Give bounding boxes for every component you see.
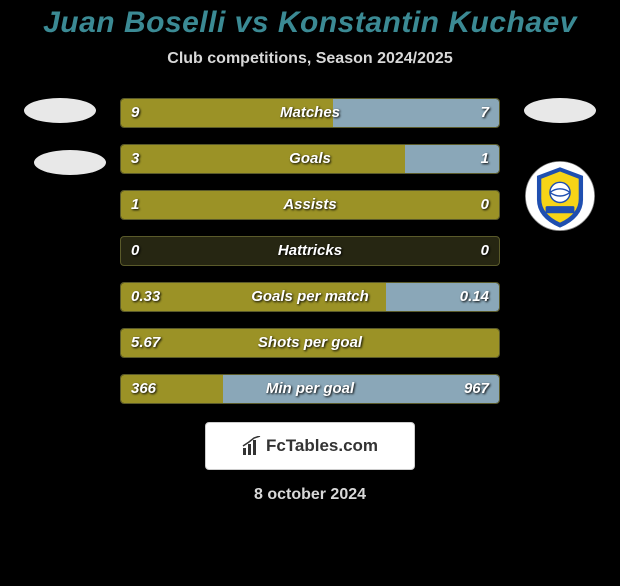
stat-label: Matches [121, 99, 499, 128]
stat-row: 97Matches [120, 98, 500, 128]
fctables-logo[interactable]: FcTables.com [205, 422, 415, 470]
fk-rostov-crest-icon [524, 160, 596, 232]
stat-label: Assists [121, 191, 499, 220]
player-right-avatar-1 [524, 98, 596, 123]
season-subtitle: Club competitions, Season 2024/2025 [0, 50, 620, 68]
comparison-title: Juan Boselli vs Konstantin Kuchaev [0, 6, 620, 40]
logo-text: FcTables.com [266, 436, 378, 456]
player-left-avatar-1 [24, 98, 96, 123]
stat-row: 10Assists [120, 190, 500, 220]
comparison-chart: 97Matches 31Goals 10Assists 00Hattricks 0.33… [0, 98, 620, 404]
stat-bars: 97Matches 31Goals 10Assists 00Hattricks 0.33… [120, 98, 500, 404]
stat-row: 31Goals [120, 144, 500, 174]
stat-row: 00Hattricks [120, 236, 500, 266]
stat-label: Shots per goal [121, 329, 499, 358]
player-right-crest [524, 160, 596, 232]
stat-label: Hattricks [121, 237, 499, 266]
chart-icon [242, 436, 262, 456]
stat-row: 366967Min per goal [120, 374, 500, 404]
chart-date: 8 october 2024 [0, 486, 620, 504]
stat-label: Goals per match [121, 283, 499, 312]
stat-row: 5.67Shots per goal [120, 328, 500, 358]
stat-row: 0.330.14Goals per match [120, 282, 500, 312]
stat-label: Min per goal [121, 375, 499, 404]
stat-label: Goals [121, 145, 499, 174]
player-left-avatar-2 [34, 150, 106, 175]
